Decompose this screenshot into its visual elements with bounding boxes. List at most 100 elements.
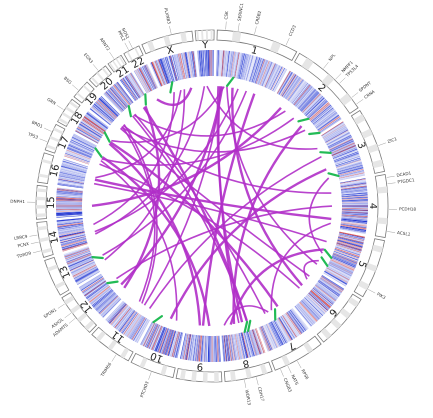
ideogram-band	[377, 186, 388, 193]
link-layer	[92, 86, 332, 326]
marker-tick	[92, 257, 102, 258]
gene-tick	[148, 372, 151, 380]
chromosome-label: Y	[201, 40, 209, 51]
gene-label: CSK	[223, 11, 229, 20]
chromosome-label: X	[166, 45, 176, 57]
gene-tick	[226, 22, 227, 30]
gene-label: TRIM66	[99, 361, 112, 378]
marker-tick	[107, 282, 117, 284]
link-arc	[134, 111, 286, 136]
gene-label: RPS6	[300, 368, 310, 380]
gene-label: SPON1	[43, 307, 58, 319]
marker-tick	[105, 133, 110, 142]
gene-label: EGR3	[83, 52, 94, 64]
marker-tick	[322, 257, 328, 265]
gene-tick	[387, 231, 395, 232]
marker-tick	[145, 94, 146, 104]
gene-tick	[336, 74, 342, 80]
marker-tick	[248, 321, 250, 331]
gene-tick	[388, 183, 396, 184]
gene-tick	[65, 313, 71, 318]
gene-tick	[30, 235, 38, 236]
gene-tick	[281, 369, 284, 376]
gene-label: CRNA	[363, 89, 376, 100]
gene-tick	[109, 52, 113, 59]
gene-label: PTGDC1	[397, 177, 415, 184]
gene-tick	[387, 176, 395, 177]
gene-tick	[340, 78, 346, 84]
ideogram-band	[211, 30, 213, 40]
marker-tick	[320, 152, 330, 153]
gene-tick	[58, 304, 65, 308]
gene-label: SERINC1	[237, 2, 245, 21]
gene-label: CCD3	[287, 24, 297, 37]
gene-label: ACSL1	[397, 230, 411, 237]
gene-label: DNPH1	[10, 199, 25, 204]
chromosome-label: 5	[355, 259, 368, 269]
marker-tick	[298, 119, 308, 122]
gene-label: LRRC9	[14, 234, 28, 241]
gene-label: PCDH18	[399, 206, 417, 211]
gene-tick	[72, 85, 78, 90]
marker-tick	[170, 82, 172, 92]
gene-tick	[31, 242, 39, 244]
gene-tick	[93, 64, 98, 70]
gene-label: NPL	[327, 52, 336, 62]
gene-tick	[238, 23, 239, 31]
marker-tick	[245, 322, 247, 332]
gene-label: NAT6	[290, 374, 299, 386]
gene-label: BSG	[63, 76, 73, 85]
ideogram-band	[232, 31, 241, 42]
marker-tick	[95, 148, 101, 156]
ideogram-band	[36, 213, 46, 217]
gene-tick	[357, 99, 364, 104]
gene-label: ZIC1	[387, 136, 398, 144]
gene-label: GRN	[46, 97, 57, 106]
gene-tick	[288, 366, 291, 373]
ideogram-band	[206, 30, 208, 40]
gene-tick	[112, 355, 116, 362]
marker-tick	[325, 250, 331, 258]
gene-tick	[255, 26, 257, 34]
ideogram-band	[214, 372, 219, 382]
gene-tick	[256, 377, 258, 385]
gene-tick	[129, 41, 133, 48]
gene-tick	[40, 139, 47, 142]
chromosome-label: 9	[196, 360, 203, 371]
marker-tick	[153, 316, 161, 322]
gene-tick	[169, 26, 171, 34]
gene-tick	[244, 380, 245, 388]
gene-tick	[125, 43, 129, 50]
gene-tick	[69, 318, 75, 323]
ideogram-band	[203, 372, 208, 382]
gene-label: TDRD9	[15, 250, 32, 259]
gene-tick	[368, 289, 375, 293]
chromosome-label: 3	[354, 141, 367, 151]
gene-label: DCAD1	[396, 170, 412, 177]
chromosome-label: 1	[250, 45, 259, 57]
chromosome-label: 15	[46, 196, 57, 209]
gene-tick	[33, 251, 41, 253]
marker-tick	[129, 106, 131, 116]
chromosome-label: 4	[367, 203, 378, 209]
gene-tick	[378, 143, 386, 146]
gene-label: PIK3	[376, 291, 387, 300]
gene-tick	[352, 93, 358, 98]
gene-tick	[286, 38, 289, 45]
ideogram-band	[36, 197, 46, 201]
gene-label: PLXNB3	[163, 7, 172, 24]
gene-label: CREB2	[254, 10, 262, 25]
gene-label: BRD1	[31, 120, 44, 130]
marker-tick	[309, 133, 319, 134]
chromosome-label: 8	[241, 357, 250, 369]
gene-tick	[44, 128, 51, 131]
ideogram-band	[377, 217, 387, 224]
gene-label: CDH17	[257, 386, 266, 402]
gene-label: PCNX	[17, 241, 29, 248]
gene-label: CNGB3	[283, 377, 293, 393]
gene-label: WDR13	[244, 389, 252, 406]
gene-tick	[297, 361, 301, 368]
gene-label: ARNT2	[99, 37, 111, 52]
